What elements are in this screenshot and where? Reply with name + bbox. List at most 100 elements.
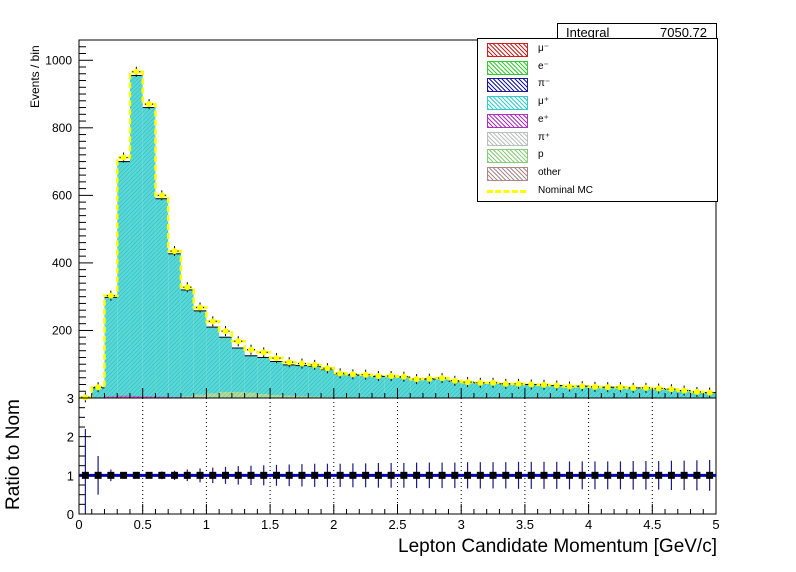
bar-proton	[270, 394, 283, 398]
x-tick-label: 4.5	[643, 517, 661, 532]
data-point	[553, 382, 560, 389]
bar-mu-plus	[512, 383, 525, 398]
bar-mu-plus	[601, 387, 615, 398]
ratio-point	[196, 471, 204, 479]
x-tick-label: 0.5	[134, 517, 152, 532]
bar-mu-plus	[372, 376, 385, 398]
data-point	[286, 359, 293, 366]
data-point	[439, 375, 446, 382]
bar-mu-plus	[219, 337, 232, 398]
ratio-point	[107, 471, 115, 479]
data-point	[579, 383, 586, 390]
data-point	[95, 384, 102, 391]
ratio-point	[145, 471, 153, 479]
ratio-point	[247, 471, 255, 479]
legend-entry: π⁺	[478, 130, 717, 146]
data-point	[591, 383, 598, 390]
legend-entry: Nominal MC	[478, 183, 717, 199]
legend-dashed-line-icon	[487, 189, 526, 193]
bar-proton	[321, 396, 334, 398]
legend-label: Nominal MC	[538, 184, 594, 196]
data-point	[337, 370, 344, 377]
bar-mu-plus	[537, 384, 551, 398]
ratio-point	[349, 471, 357, 479]
bar-mu-plus	[168, 253, 181, 398]
bar-mu-plus	[321, 369, 334, 398]
ratio-point	[311, 471, 319, 479]
data-point	[120, 154, 127, 161]
stats-integral-value: 7050.72	[660, 25, 707, 40]
bar-mu-plus	[384, 376, 398, 398]
ratio-point	[476, 471, 484, 479]
ratio-point	[553, 471, 561, 479]
legend-label: e⁻	[538, 60, 549, 72]
data-point	[388, 373, 395, 380]
data-point	[260, 349, 267, 356]
bar-proton	[282, 395, 296, 398]
legend-hatched-box-icon	[487, 166, 528, 181]
bar-mu-plus	[614, 387, 627, 398]
data-point	[375, 373, 382, 380]
ratio-point	[209, 471, 217, 479]
data-point	[604, 384, 611, 391]
ratio-point	[667, 471, 675, 479]
data-point	[426, 375, 433, 382]
ratio-y-tick-label: 0	[67, 507, 74, 522]
data-point	[617, 384, 624, 391]
bar-mu-plus	[142, 107, 156, 398]
ratio-point	[374, 471, 382, 479]
bar-mu-plus	[473, 382, 487, 398]
data-point	[235, 338, 242, 345]
legend-hatched-box-icon	[487, 113, 528, 128]
ratio-point	[425, 471, 433, 479]
data-point	[541, 381, 548, 388]
bar-proton	[295, 396, 309, 398]
legend-entry: e⁻	[478, 59, 717, 75]
data-point	[464, 379, 471, 386]
bar-proton	[231, 391, 245, 398]
legend-entry: μ⁻	[478, 41, 717, 57]
bar-mu-plus	[422, 379, 436, 398]
data-point	[630, 384, 637, 391]
ratio-point	[285, 471, 293, 479]
ratio-point	[565, 471, 573, 479]
bar-mu-plus	[295, 365, 309, 398]
data-point	[490, 379, 497, 386]
stats-box: Integral 7050.72	[557, 23, 717, 42]
bar-e-plus	[168, 396, 181, 398]
ratio-point	[451, 471, 459, 479]
ratio-point	[387, 471, 395, 479]
legend-label: p	[538, 149, 544, 161]
bar-mu-plus	[639, 387, 653, 398]
bar-mu-plus	[244, 355, 258, 398]
data-point	[197, 304, 204, 311]
legend-entry: other	[478, 165, 717, 181]
ratio-point	[489, 471, 497, 479]
x-tick-label: 4	[585, 517, 592, 532]
data-point	[107, 292, 114, 299]
ratio-point	[464, 471, 472, 479]
bar-mu-plus	[461, 382, 474, 398]
ratio-point	[183, 471, 191, 479]
bar-mu-plus	[155, 198, 169, 398]
bar-proton	[308, 396, 322, 398]
bar-mu-plus	[257, 357, 271, 398]
legend-hatched-box-icon	[487, 60, 528, 75]
legend: μ⁻ e⁻ π⁻ μ⁺ e⁺ π⁺ p other Nominal MC	[477, 38, 718, 202]
bar-mu-plus	[91, 387, 105, 398]
ratio-point	[323, 471, 331, 479]
data-point	[311, 361, 318, 368]
ratio-point	[655, 471, 663, 479]
y-tick-label: 600	[52, 188, 72, 202]
x-tick-label: 2.5	[388, 517, 406, 532]
legend-label: other	[538, 166, 561, 178]
x-axis-label: Lepton Candidate Momentum [GeV/c]	[398, 536, 717, 557]
data-point	[566, 383, 573, 390]
plot-frame-ratio	[78, 397, 717, 515]
bar-e-plus	[155, 396, 169, 398]
ratio-point	[260, 471, 268, 479]
x-tick-label: 1	[203, 517, 210, 532]
bar-e-plus	[117, 395, 130, 398]
data-point	[528, 381, 535, 388]
bar-mu-plus	[588, 386, 602, 398]
